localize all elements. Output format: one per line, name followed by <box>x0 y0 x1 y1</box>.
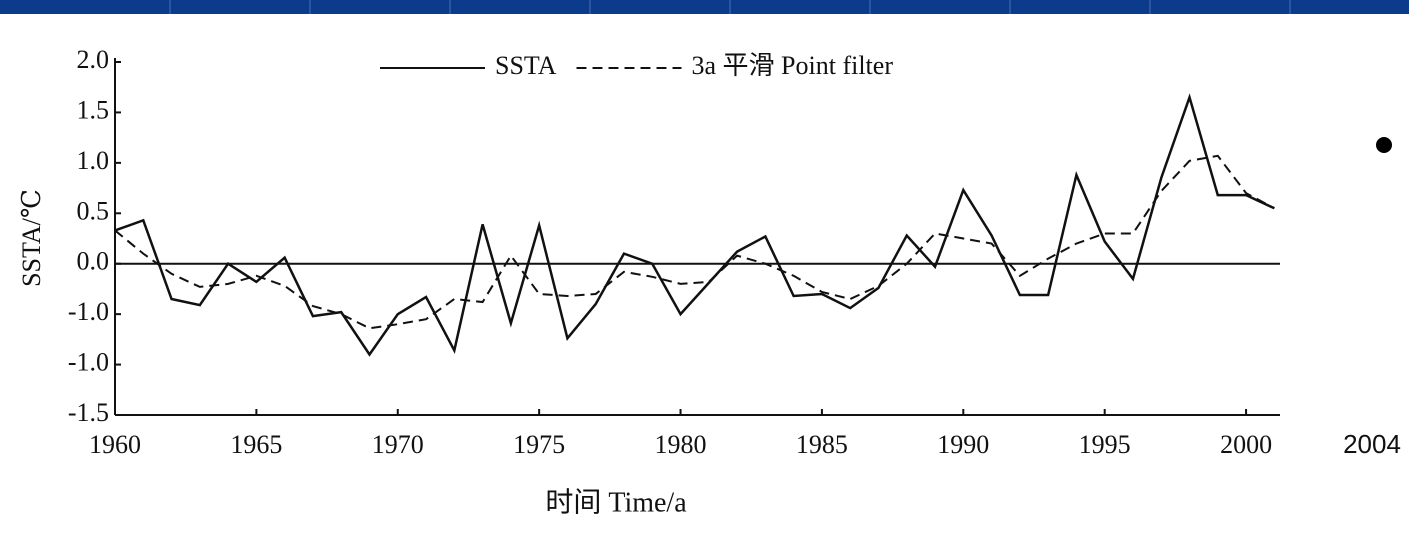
x-tick-label: 1985 <box>796 430 848 459</box>
series-line <box>114 154 1275 330</box>
x-tick-label: 1990 <box>937 430 989 459</box>
y-tick-label: -1.5 <box>68 398 109 427</box>
legend-label: 3a 平滑 Point filter <box>692 51 894 80</box>
bullet <box>1376 137 1392 153</box>
y-axis-label: SSTA/℃ <box>17 189 46 287</box>
x-axis-label: 时间 Time/a <box>545 486 687 518</box>
y-tick-label: 0.0 <box>77 247 110 276</box>
header-bar <box>0 0 1409 14</box>
side-label: 2004 <box>1343 429 1401 459</box>
y-tick-label: -1.0 <box>68 297 109 326</box>
y-tick-label: 1.5 <box>77 95 110 124</box>
y-tick-label: -1.0 <box>68 348 109 377</box>
x-tick-label: 1965 <box>230 430 282 459</box>
series-line <box>114 93 1275 357</box>
x-tick-label: 1995 <box>1079 430 1131 459</box>
x-tick-label: 1980 <box>655 430 707 459</box>
x-tick-label: 1975 <box>513 430 565 459</box>
x-tick-label: 1960 <box>89 430 141 459</box>
y-tick-label: 2.0 <box>77 45 110 74</box>
header-dividers <box>169 0 1291 14</box>
x-tick-label: 2000 <box>1220 430 1272 459</box>
x-tick-label: 1970 <box>372 430 424 459</box>
legend-label: SSTA <box>495 51 557 80</box>
y-tick-label: 0.5 <box>77 196 110 225</box>
y-tick-label: 1.0 <box>77 146 110 175</box>
